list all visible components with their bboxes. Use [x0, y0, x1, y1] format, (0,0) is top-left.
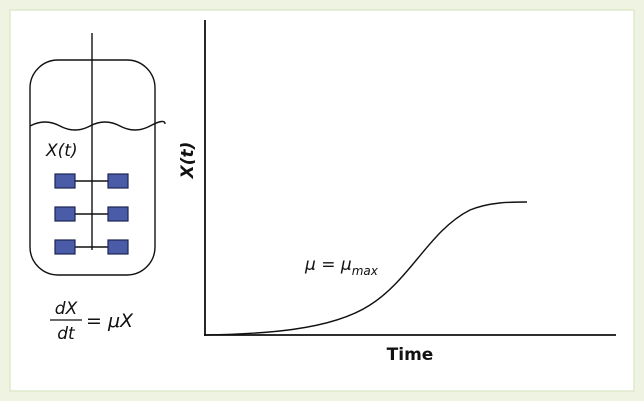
impeller-blade [107, 239, 129, 255]
impeller-blade [54, 173, 76, 189]
impeller-blade [107, 206, 129, 222]
impeller-blade [107, 173, 129, 189]
annotation-subscript: max [352, 264, 379, 278]
annotation-text: μ = μ [304, 255, 352, 275]
x-axis-label: Time [387, 345, 434, 365]
growth-curve [204, 201, 528, 336]
equation-denominator: dt [57, 324, 76, 344]
y-axis-label: X(t) [178, 142, 198, 180]
bioreactor [29, 33, 166, 276]
liquid-surface [29, 120, 166, 131]
impeller-blade [54, 206, 76, 222]
tank-label: X(t) [45, 141, 78, 161]
impellers [54, 173, 129, 255]
axes [204, 20, 616, 336]
annotation: μ = μmax [304, 255, 379, 278]
equation-numerator: dX [55, 299, 78, 319]
impeller-blade [54, 239, 76, 255]
panel [9, 9, 635, 392]
equation-rhs: = μX [86, 310, 134, 332]
